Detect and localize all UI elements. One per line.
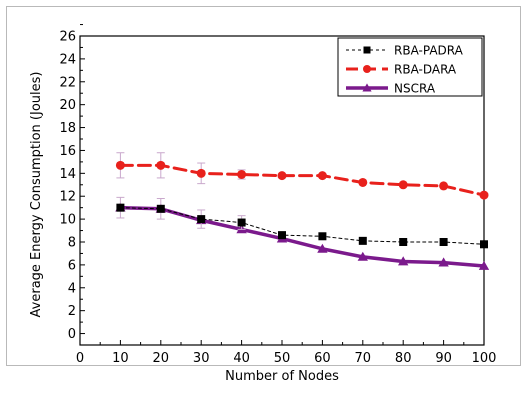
data-point-rba-padra [237, 218, 246, 227]
series-line-nscra [118, 205, 486, 268]
y-tick-label: 0 [68, 327, 76, 342]
data-point-rba-padra [278, 231, 286, 240]
x-tick-label: 0 [76, 351, 84, 366]
y-axis-title: Average Energy Consumption (Joules) [29, 72, 44, 318]
legend-label-rba-padra: RBA-PADRA [394, 44, 464, 58]
x-tick-label: 50 [274, 351, 291, 366]
y-tick-label: 6 [68, 258, 76, 273]
y-tick-label: 14 [59, 167, 76, 182]
y-tick-label: 8 [68, 236, 76, 251]
data-point-rba-dara [277, 171, 287, 181]
data-point-nscra [398, 256, 409, 266]
data-point-rba-dara [156, 160, 166, 170]
y-tick-label: 4 [68, 281, 76, 296]
data-point-rba-padra [439, 238, 448, 246]
x-axis-title: Number of Nodes [225, 369, 339, 384]
data-point-rba-dara [358, 177, 368, 187]
x-tick-label: 70 [355, 351, 372, 366]
x-tick-label: 10 [112, 351, 129, 366]
data-point-rba-dara [237, 169, 247, 179]
y-tick-label: 2 [68, 304, 76, 319]
x-tick-label: 90 [435, 351, 452, 366]
x-tick-label: 80 [395, 351, 412, 366]
data-point-rba-dara [439, 181, 449, 191]
data-point-rba-padra [197, 215, 206, 224]
data-point-nscra [357, 251, 368, 261]
legend-label-rba-dara: RBA-DARA [394, 63, 457, 77]
y-tick-label: 20 [59, 98, 76, 113]
y-tick-label: 16 [59, 144, 76, 159]
data-point-rba-dara [317, 171, 327, 181]
data-point-rba-padra [156, 204, 165, 213]
y-tick-label: 18 [59, 121, 76, 136]
y-tick-label: 12 [59, 190, 76, 205]
data-point-rba-padra [358, 236, 367, 245]
data-point-rba-dara [479, 190, 489, 200]
legend-marker-rba-padra [363, 46, 371, 54]
x-tick-label: 30 [193, 351, 210, 366]
data-point-rba-dara [398, 180, 408, 190]
series-line-rba-padra [119, 207, 485, 245]
y-tick-label: 10 [59, 213, 76, 228]
data-point-rba-padra [116, 203, 125, 212]
data-point-rba-padra [399, 238, 408, 246]
data-point-nscra [317, 243, 328, 253]
x-tick-label: 100 [472, 351, 497, 366]
y-tick-label: 24 [59, 52, 76, 67]
data-point-nscra [478, 260, 490, 270]
data-point-rba-dara [196, 168, 206, 178]
legend-marker-rba-dara [363, 65, 371, 73]
data-point-rba-padra [480, 240, 488, 249]
x-tick-label: 20 [153, 351, 170, 366]
data-point-rba-padra [318, 232, 327, 241]
legend-label-nscra: NSCRA [394, 82, 436, 96]
x-tick-label: 60 [314, 351, 331, 366]
data-point-rba-dara [115, 160, 125, 170]
legend-marker-nscra [362, 83, 372, 92]
x-tick-label: 40 [233, 351, 250, 366]
data-point-nscra [438, 257, 449, 267]
y-tick-label: 26 [59, 30, 76, 45]
series-line-rba-dara [118, 163, 486, 197]
y-tick-label: 22 [59, 75, 76, 90]
